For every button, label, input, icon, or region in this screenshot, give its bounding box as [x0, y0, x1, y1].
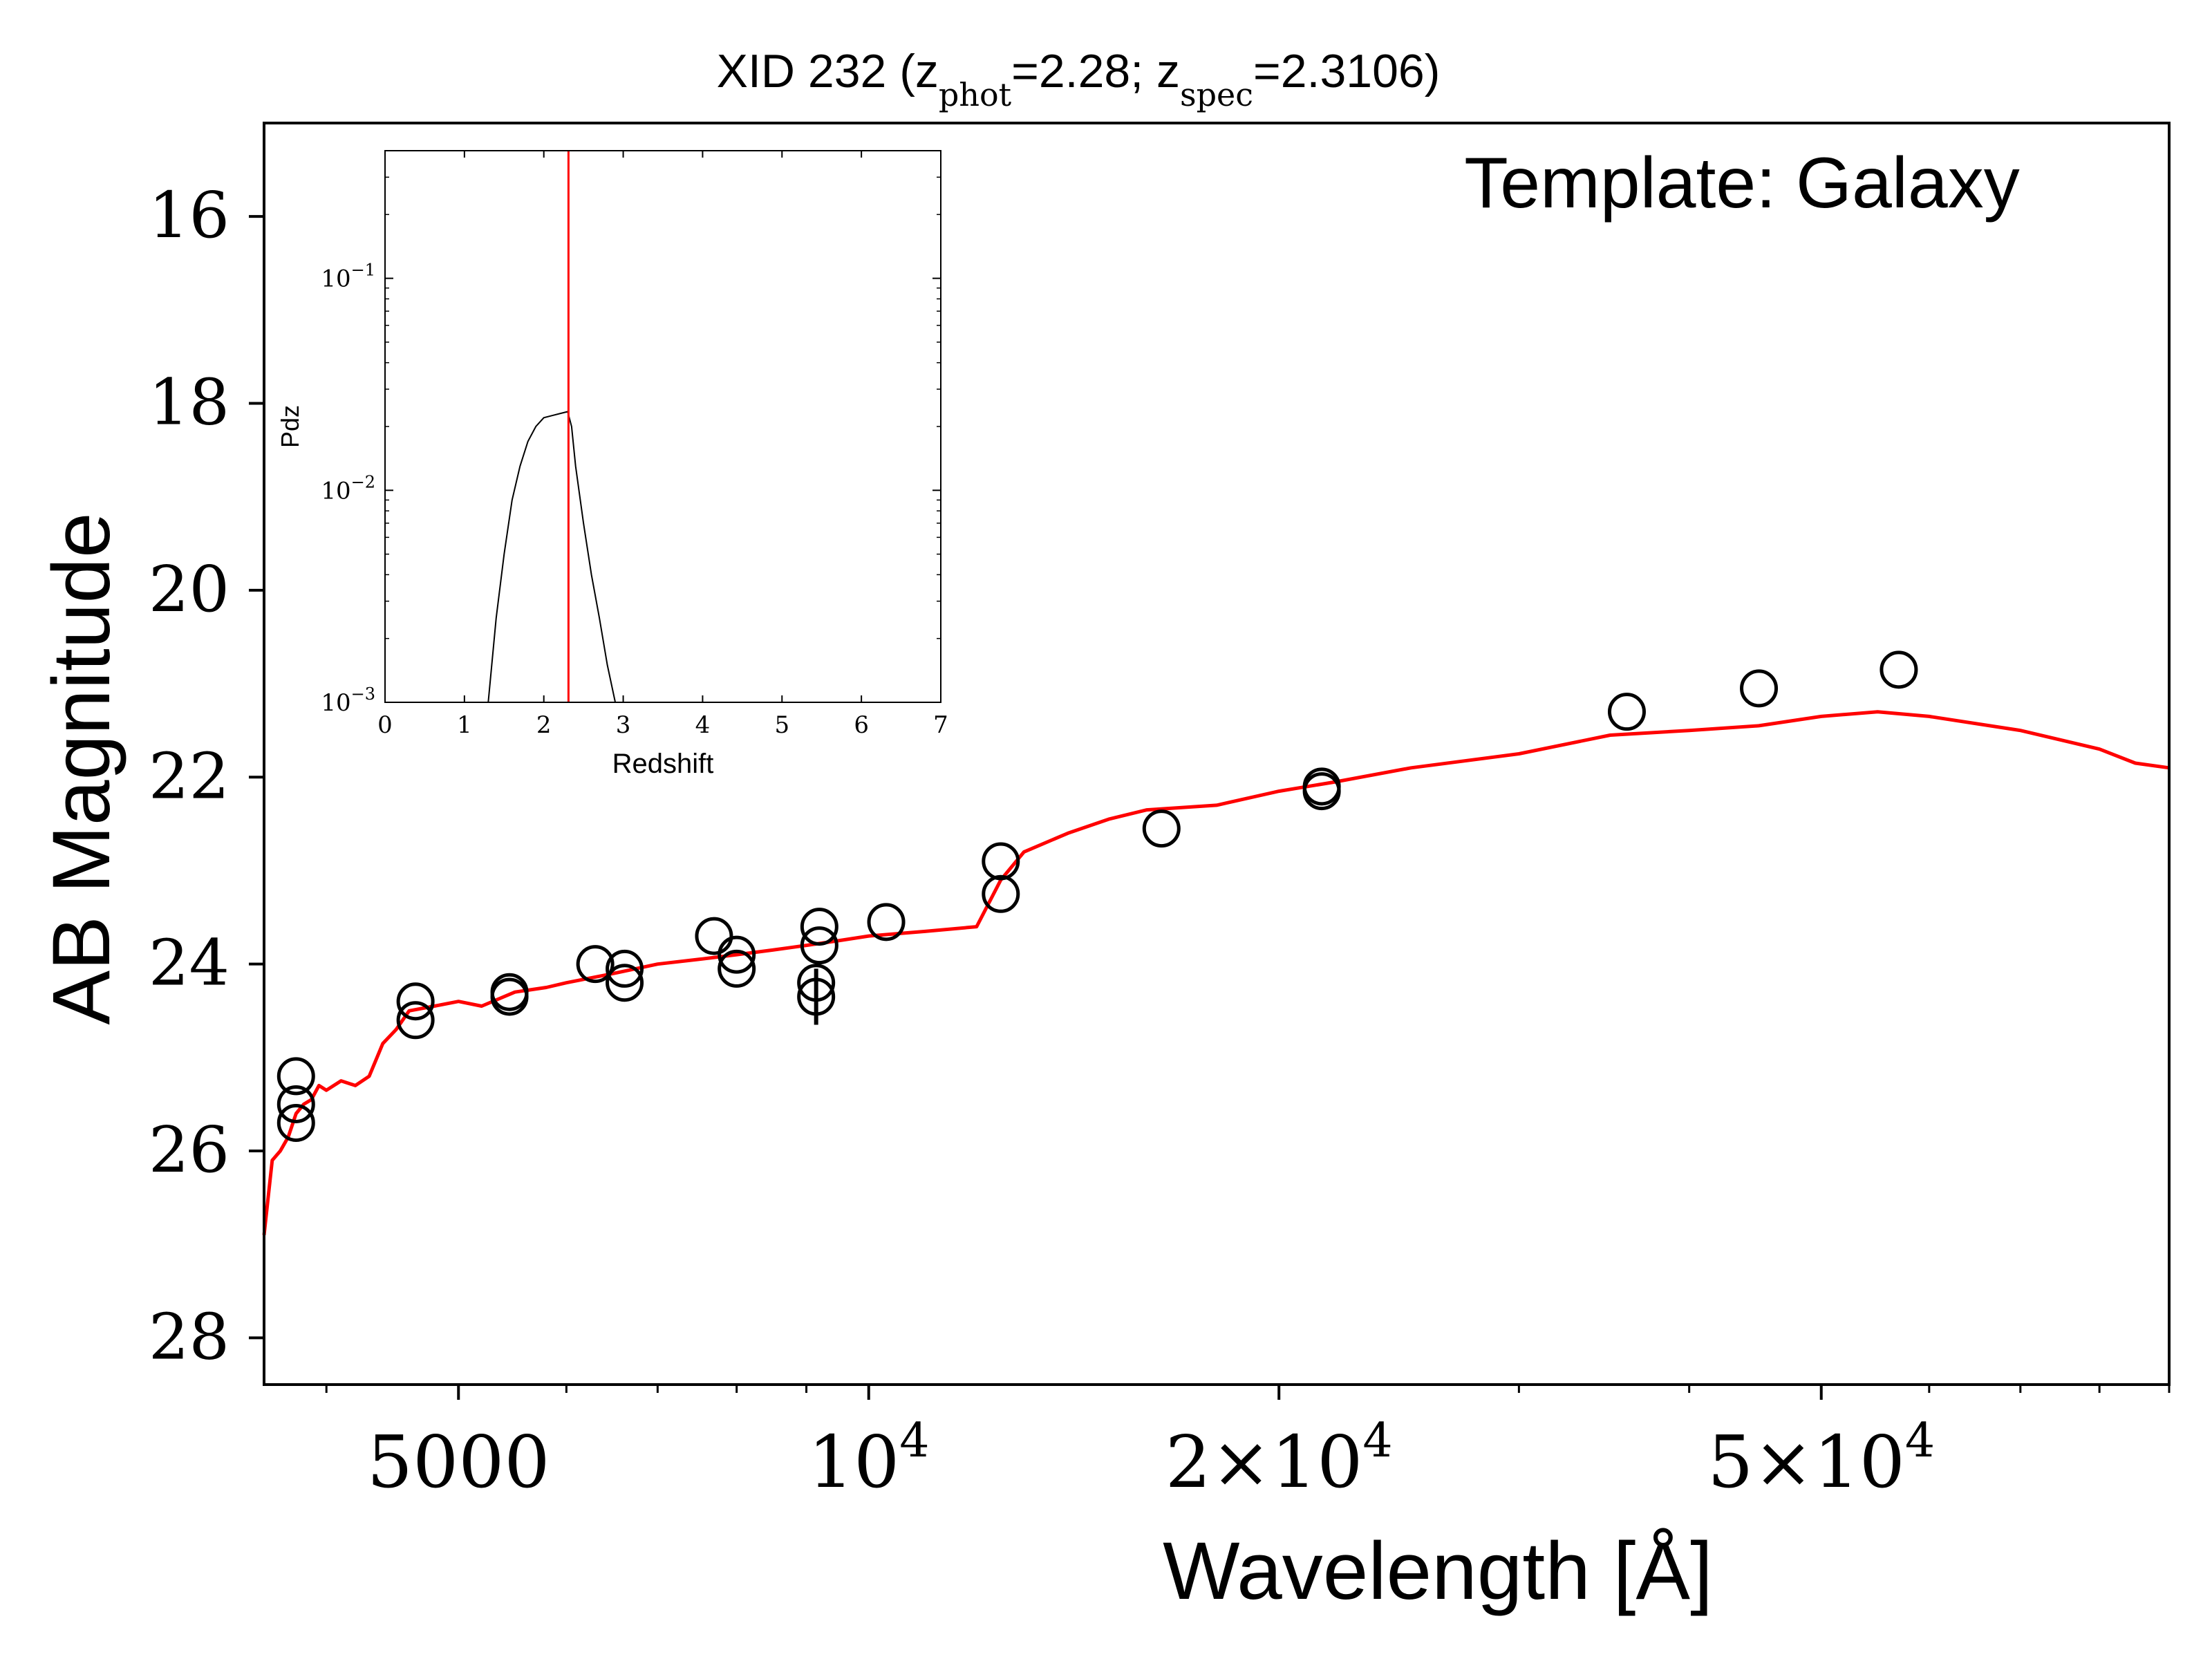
photometry-point [396, 1001, 435, 1040]
inset-x-tick-label: 1 [457, 711, 472, 739]
inset-y-tick-label: 10−1 [321, 261, 375, 293]
inset-x-tick-label: 4 [695, 711, 711, 739]
template-spectrum-layer [262, 710, 2170, 1235]
x-tick-label: 2×104 [1165, 1414, 1393, 1504]
y-tick-label: 28 [149, 1300, 229, 1374]
y-tick-label: 26 [149, 1113, 229, 1187]
photometry-point [797, 977, 836, 1016]
inset-y-axis-label: Pdz [276, 405, 304, 448]
photometry-point [695, 917, 733, 955]
x-tick-label: 104 [808, 1414, 930, 1504]
y-tick-label: 16 [149, 178, 229, 252]
x-axis-label: Wavelength [Å] [1163, 1526, 1713, 1617]
redshift-pdf-inset: 0 1 2 3 4 5 6 7 10−1 10−2 10−3 Redshift Pdz [276, 148, 948, 779]
photometry-point [276, 1085, 315, 1123]
inset-x-tick-label: 0 [377, 711, 393, 739]
inset-x-tick-label: 6 [854, 711, 869, 739]
photometry-point [576, 945, 615, 984]
chart-title: XID 232 (zphot=2.28; zspec=2.3106) [717, 45, 1441, 113]
x-tick-label: 5×104 [1707, 1414, 1935, 1504]
inset-x-tick-label: 2 [536, 711, 552, 739]
pdz-curve [487, 411, 617, 703]
sed-plot-frame [263, 122, 2171, 1386]
photometry-point [276, 1057, 315, 1096]
photometry-point [1607, 693, 1646, 731]
photometry-point [490, 977, 529, 1016]
template-annotation: Template: Galaxy [1464, 143, 2019, 223]
photometry-point [396, 982, 435, 1021]
inset-y-tick-label: 10−2 [321, 472, 375, 505]
photometry-point [1142, 809, 1181, 848]
y-axis-label: AB Magnitude [36, 512, 127, 1024]
x-tick-label: 5000 [367, 1420, 550, 1504]
photometry-point [718, 935, 756, 974]
inset-y-tick-label: 10−3 [321, 684, 375, 717]
photometry-point [1880, 650, 1918, 689]
photometry-point [718, 949, 756, 988]
y-tick-label: 20 [149, 552, 229, 626]
photometry-point [982, 842, 1020, 881]
photometry-point [982, 874, 1020, 913]
inset-x-tick-label: 3 [616, 711, 631, 739]
inset-x-tick-label: 7 [933, 711, 948, 739]
inset-ticks: 0 1 2 3 4 5 6 7 10−1 10−2 10−3 [321, 150, 948, 739]
template-spectrum-line [262, 710, 2170, 1235]
photometry-point [606, 964, 644, 1002]
photometry-point [800, 908, 838, 946]
y-tick-label: 18 [149, 366, 229, 440]
y-tick-label: 24 [149, 926, 229, 1000]
photometry-point [1740, 669, 1779, 708]
inset-x-tick-label: 5 [774, 711, 789, 739]
inset-background [382, 148, 944, 705]
inset-curve-layer [487, 151, 617, 703]
photometry-points-layer [276, 650, 1918, 1142]
photometry-point [606, 949, 644, 988]
inset-x-axis-label: Redshift [612, 749, 714, 779]
photometry-point [1302, 772, 1341, 811]
y-tick-label: 22 [149, 739, 229, 813]
photometry-point [800, 926, 838, 965]
photometry-point [276, 1103, 315, 1142]
photometry-point [867, 903, 906, 941]
